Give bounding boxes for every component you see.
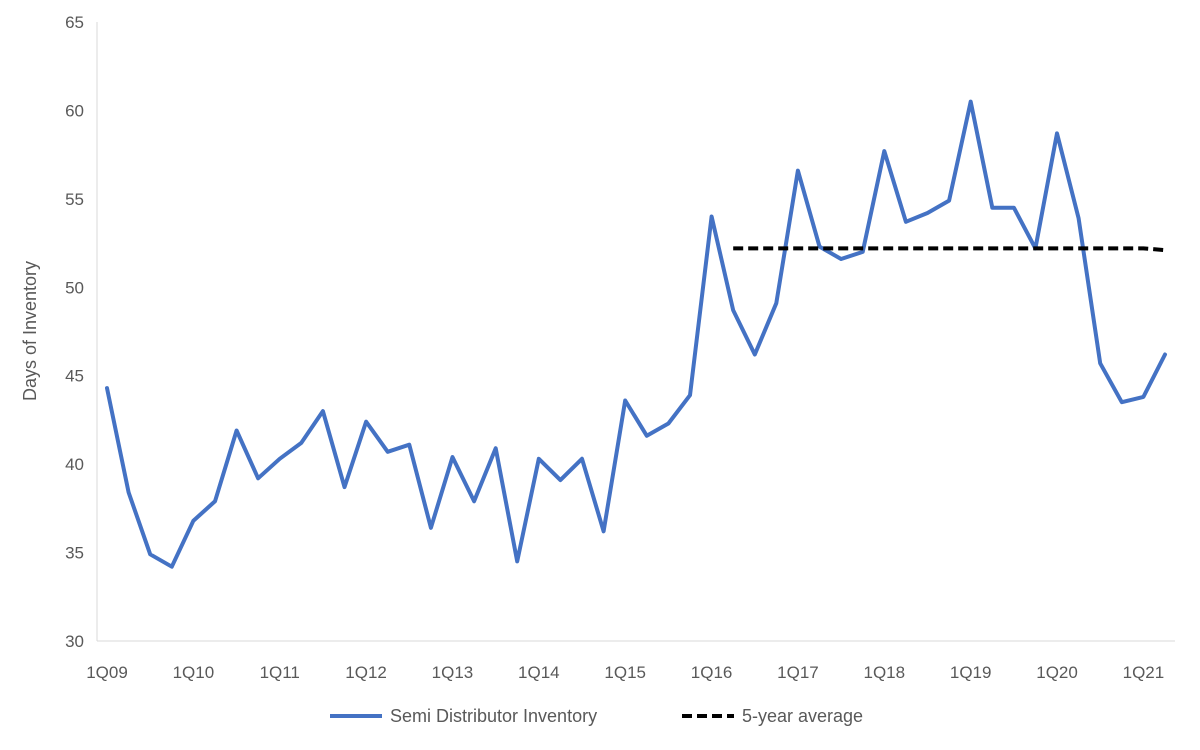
- series-line-5-year-average: [733, 246, 1166, 253]
- series-line-semi-distributor-inventory: [105, 99, 1167, 569]
- y-tick-label: 60: [65, 101, 84, 120]
- legend-label-5-year-average: 5-year average: [742, 706, 863, 726]
- x-tick-label: 1Q21: [1123, 663, 1165, 682]
- x-tick-label: 1Q16: [691, 663, 733, 682]
- y-axis: 30 35 40 45 50 55 60 65: [65, 13, 98, 651]
- x-axis: 1Q09 1Q10 1Q11 1Q12 1Q13 1Q14 1Q15 1Q16 1Q17 1Q18…: [86, 640, 1175, 682]
- x-tick-label: 1Q10: [173, 663, 215, 682]
- y-tick-label: 40: [65, 455, 84, 474]
- y-tick-label: 30: [65, 632, 84, 651]
- legend-label-semi-distributor-inventory: Semi Distributor Inventory: [390, 706, 597, 726]
- x-tick-label: 1Q20: [1036, 663, 1078, 682]
- x-tick-label: 1Q13: [432, 663, 474, 682]
- y-tick-label: 45: [65, 367, 84, 386]
- y-tick-label: 65: [65, 13, 84, 32]
- x-tick-label: 1Q17: [777, 663, 819, 682]
- x-tick-label: 1Q11: [260, 663, 300, 682]
- x-tick-label: 1Q12: [345, 663, 387, 682]
- x-tick-label: 1Q19: [950, 663, 992, 682]
- series-layer: [105, 99, 1167, 569]
- y-tick-label: 35: [65, 544, 84, 563]
- x-tick-label: 1Q15: [604, 663, 646, 682]
- x-tick-label: 1Q18: [864, 663, 906, 682]
- y-tick-label: 55: [65, 190, 84, 209]
- y-tick-label: 50: [65, 278, 84, 297]
- x-tick-label: 1Q14: [518, 663, 560, 682]
- legend: Semi Distributor Inventory 5-year averag…: [330, 706, 863, 726]
- x-tick-label: 1Q09: [86, 663, 128, 682]
- y-axis-title: Days of Inventory: [20, 261, 40, 401]
